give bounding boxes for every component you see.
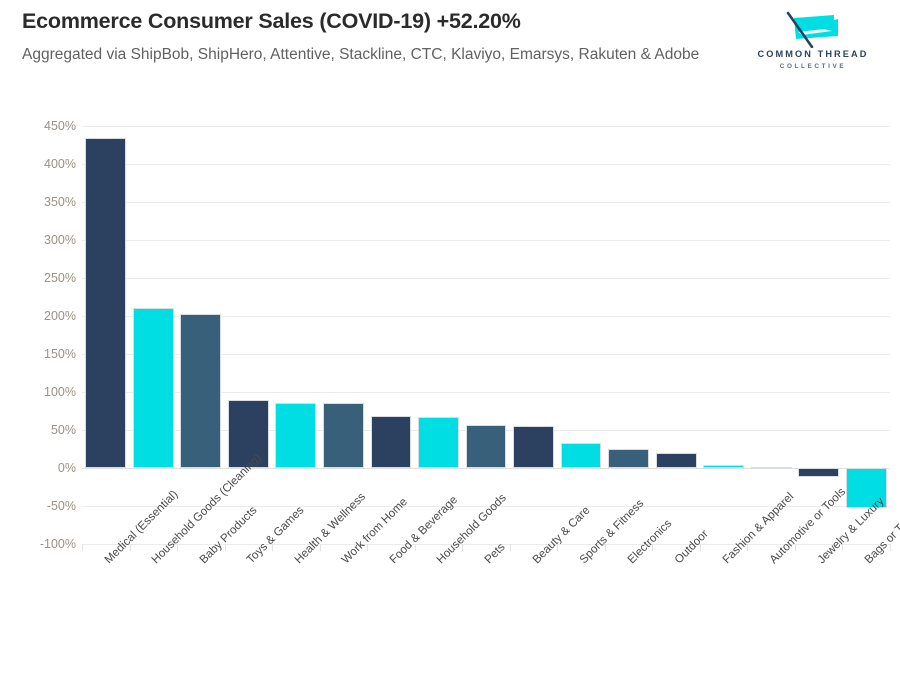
- y-axis-tick-label: 300%: [44, 233, 76, 247]
- x-axis-tick: [842, 544, 844, 551]
- x-axis-line: [82, 544, 890, 545]
- x-axis-tick: [509, 544, 511, 551]
- y-axis-tick-label: 100%: [44, 385, 76, 399]
- bar[interactable]: [132, 307, 174, 468]
- page-title: Ecommerce Consumer Sales (COVID-19) +52.…: [22, 9, 521, 33]
- x-axis-tick: [557, 544, 559, 551]
- bar[interactable]: [560, 442, 602, 468]
- bar[interactable]: [85, 138, 127, 468]
- bar[interactable]: [513, 426, 554, 468]
- chart-subtitle: Aggregated via ShipBob, ShipHero, Attent…: [22, 45, 700, 63]
- logo-tagline: COLLECTIVE: [779, 63, 847, 70]
- bar[interactable]: [798, 468, 840, 478]
- x-axis-tick: [414, 544, 416, 551]
- gridline: [82, 354, 890, 355]
- bar-chart: 450% 400% 350% 300% 250% 200% 150% 100% 50% 0% -50…: [0, 110, 900, 685]
- bar[interactable]: [418, 417, 459, 468]
- gridline: [82, 278, 890, 279]
- bar[interactable]: [370, 416, 412, 468]
- y-axis-tick-label: -100%: [39, 537, 76, 551]
- x-axis-tick: [367, 544, 369, 551]
- y-axis-tick-label: 250%: [44, 271, 76, 285]
- x-axis-tick: [462, 544, 464, 551]
- x-axis-ticks: [82, 544, 891, 551]
- y-axis-tick-label: 450%: [44, 119, 76, 133]
- bar[interactable]: [322, 403, 364, 468]
- x-axis-tick: [224, 544, 226, 551]
- flag-and-needle-icon: [744, 10, 882, 48]
- gridline: [82, 316, 890, 317]
- bar[interactable]: [750, 467, 792, 470]
- y-axis-tick-label: -50%: [46, 499, 76, 513]
- gridline: [82, 240, 890, 241]
- logo-wordmark: COMMON THREAD: [757, 49, 869, 59]
- plot-area: [82, 126, 890, 545]
- gridline: [82, 126, 890, 127]
- x-axis-tick: [794, 544, 796, 551]
- bar[interactable]: [608, 449, 650, 468]
- gridline: [82, 506, 890, 507]
- chart-header: Ecommerce Consumer Sales (COVID-19) +52.…: [22, 8, 878, 66]
- gridline: [82, 164, 890, 165]
- gridline: [82, 202, 890, 203]
- y-axis-tick-label: 0%: [57, 461, 76, 475]
- brand-logo: COMMON THREAD COLLECTIVE: [744, 10, 882, 74]
- x-axis-tick: [699, 544, 701, 551]
- bar[interactable]: [227, 399, 269, 468]
- bar[interactable]: [275, 402, 317, 468]
- y-axis-tick-label: 400%: [44, 157, 76, 171]
- x-axis-tick: [82, 544, 83, 551]
- x-axis-labels: Medical (Essential) Household Goods (Clea…: [0, 451, 900, 685]
- gridline: [82, 468, 890, 469]
- y-axis-tick-label: 150%: [44, 347, 76, 361]
- gridline: [82, 392, 890, 393]
- x-axis-tick: [177, 544, 179, 551]
- bar[interactable]: [180, 314, 222, 468]
- bar[interactable]: [703, 464, 745, 468]
- x-axis-tick: [129, 544, 131, 551]
- y-axis-tick-label: 200%: [44, 309, 76, 323]
- x-axis-tick: [604, 544, 606, 551]
- x-axis-tick: [319, 544, 321, 551]
- bar[interactable]: [465, 424, 507, 468]
- x-axis-tick: [890, 544, 891, 551]
- y-axis-tick-label: 50%: [50, 423, 76, 437]
- x-axis-tick: [272, 544, 274, 551]
- x-axis-tick: [747, 544, 749, 551]
- bar[interactable]: [845, 468, 887, 508]
- y-axis-tick-label: 350%: [44, 195, 76, 209]
- y-axis-labels: 450% 400% 350% 300% 250% 200% 150% 100% 50% 0% -50…: [20, 119, 76, 551]
- bar[interactable]: [655, 452, 697, 468]
- x-axis-tick: [652, 544, 654, 551]
